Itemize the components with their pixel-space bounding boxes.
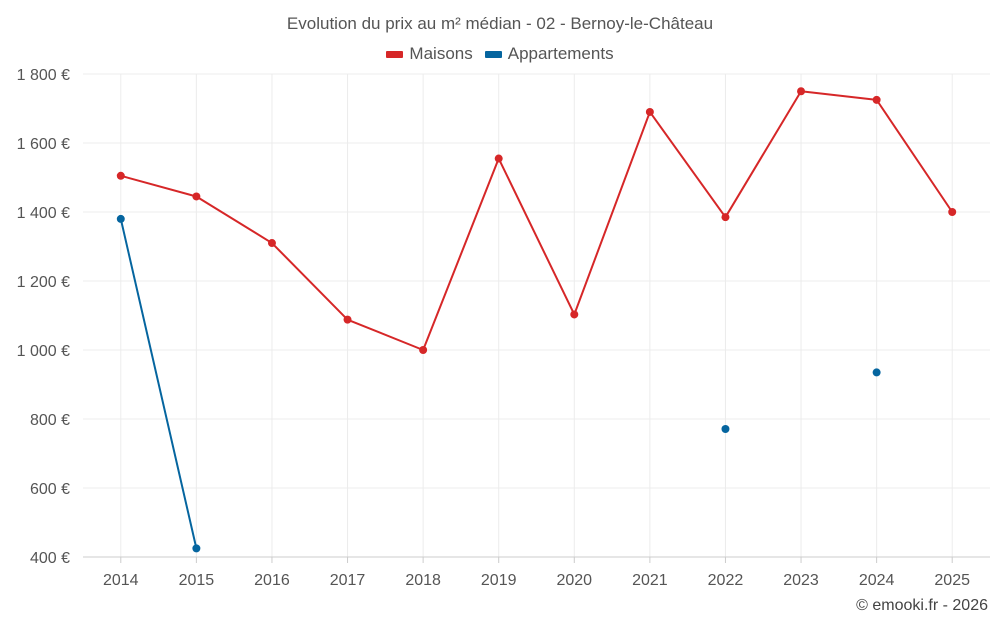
y-tick-label: 1 600 € xyxy=(17,136,70,153)
chart-series xyxy=(116,87,957,553)
copyright-footer: © emooki.fr - 2026 xyxy=(856,597,988,614)
x-tick-label: 2020 xyxy=(556,572,592,589)
data-point-maisons[interactable] xyxy=(570,310,579,319)
data-point-maisons[interactable] xyxy=(797,87,806,96)
series-line-appartements xyxy=(119,217,198,550)
x-tick-label: 2015 xyxy=(179,572,215,589)
x-tick-label: 2025 xyxy=(934,572,970,589)
data-point-maisons[interactable] xyxy=(419,346,428,354)
chart-legend: Maisons Appartements xyxy=(0,44,1000,64)
y-tick-label: 1 000 € xyxy=(17,343,70,360)
legend-item-maisons[interactable]: Maisons xyxy=(386,44,473,64)
y-tick-label: 1 800 € xyxy=(17,67,70,84)
x-tick-label: 2022 xyxy=(708,572,744,589)
chart-title: Evolution du prix au m² médian - 02 - Be… xyxy=(286,14,714,33)
y-tick-label: 1 200 € xyxy=(17,274,70,291)
x-tick-label: 2019 xyxy=(481,572,517,589)
legend-swatch-appartements xyxy=(484,50,502,58)
data-point-maisons[interactable] xyxy=(872,95,881,104)
series-appartements xyxy=(116,214,881,553)
legend-swatch-maisons xyxy=(386,50,404,58)
data-point-maisons[interactable] xyxy=(116,171,125,180)
axes xyxy=(83,556,990,563)
data-point-maisons[interactable] xyxy=(721,213,730,222)
y-axis-tick-labels: 400 € 600 € 800 € 1 000 € 1 200 € 1 400 € 1 60… xyxy=(17,67,70,567)
x-tick-label: 2023 xyxy=(783,572,819,589)
x-tick-label: 2016 xyxy=(254,572,290,589)
data-point-maisons[interactable] xyxy=(494,154,503,163)
data-point-maisons[interactable] xyxy=(192,192,201,201)
x-tick-label: 2024 xyxy=(859,572,895,589)
data-point-maisons[interactable] xyxy=(343,315,352,324)
y-tick-label: 400 € xyxy=(30,550,70,567)
y-tick-label: 1 400 € xyxy=(17,205,70,222)
data-point-appartements[interactable] xyxy=(872,368,881,377)
grid-lines xyxy=(83,73,990,557)
data-point-maisons[interactable] xyxy=(645,107,654,116)
x-tick-label: 2021 xyxy=(632,572,668,589)
data-point-appartements[interactable] xyxy=(721,425,730,434)
y-tick-label: 600 € xyxy=(30,481,70,498)
series-line-maisons xyxy=(119,90,954,351)
data-point-maisons[interactable] xyxy=(948,208,957,216)
x-tick-label: 2018 xyxy=(405,572,441,589)
legend-label-maisons: Maisons xyxy=(409,44,473,63)
data-point-appartements[interactable] xyxy=(116,214,125,223)
legend-label-appartements: Appartements xyxy=(507,44,614,63)
x-axis-tick-labels: 2014 2015 2016 2017 2018 2019 2020 2021 2022 2023… xyxy=(103,572,970,589)
data-point-appartements[interactable] xyxy=(192,544,201,553)
x-tick-label: 2017 xyxy=(330,572,366,589)
legend-item-appartements[interactable]: Appartements xyxy=(484,44,614,64)
y-tick-label: 800 € xyxy=(30,412,70,429)
data-point-maisons[interactable] xyxy=(267,239,276,248)
x-tick-label: 2014 xyxy=(103,572,139,589)
series-maisons xyxy=(116,87,957,354)
